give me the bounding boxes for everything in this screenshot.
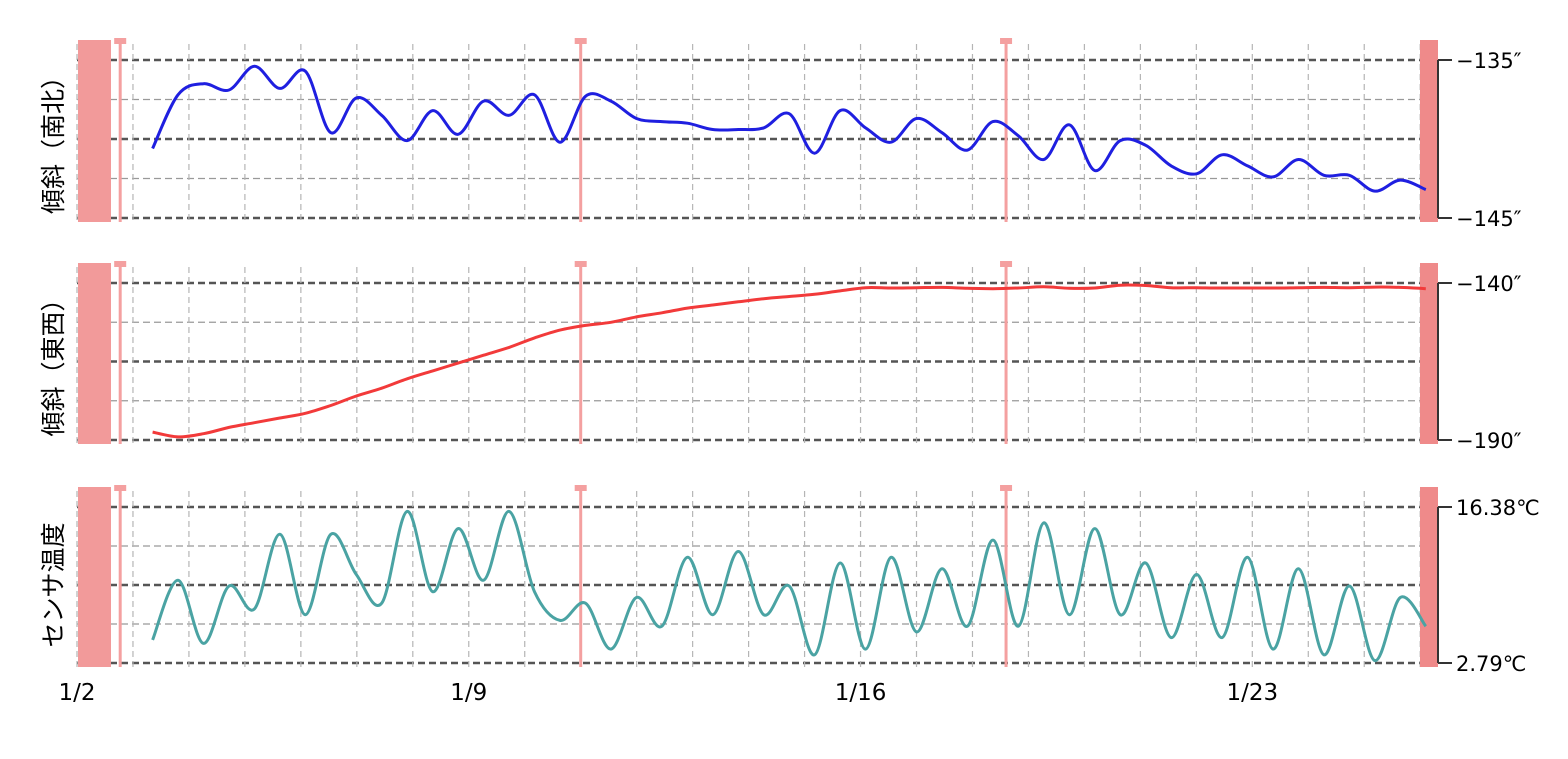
- series-line-panel-3: [151, 509, 1428, 663]
- no-data-region-start: [78, 40, 111, 222]
- axis-panel-2: −140″ −190″ 傾斜（東西）: [39, 272, 1522, 453]
- no-data-region-start: [78, 487, 111, 667]
- gap-markers-panel-2: [78, 261, 1438, 444]
- y-axis-label: 傾斜（東西）: [39, 286, 68, 436]
- series-line-panel-1: [151, 64, 1427, 193]
- no-data-region-end: [1420, 263, 1438, 444]
- gap-markers-panel-1: [78, 38, 1438, 222]
- axis-layer: −135″ −145″ 傾斜（南北） −140″ −190″ 傾斜（東西） 16.38℃ 2.…: [39, 49, 1540, 706]
- y-axis-label: 傾斜（南北）: [39, 64, 68, 214]
- no-data-region-end: [1420, 40, 1438, 222]
- gap-marker-cap: [1000, 38, 1013, 44]
- axis-panel-1: −135″ −145″ 傾斜（南北）: [39, 49, 1522, 231]
- x-tick-label: 1/2: [58, 680, 95, 706]
- panel-2: [76, 267, 1437, 446]
- gap-marker-cap: [1000, 261, 1013, 267]
- no-data-region-end: [1420, 487, 1438, 667]
- x-tick-label: 1/23: [1226, 680, 1278, 706]
- series-layer: [151, 64, 1428, 663]
- y-tick-label: −145″: [1456, 207, 1522, 231]
- gap-marker-cap: [1000, 485, 1013, 491]
- gap-marker-cap: [114, 261, 127, 267]
- gap-marker-cap: [114, 485, 127, 491]
- series-line-panel-2: [152, 283, 1426, 439]
- gap-marker-cap: [574, 38, 587, 44]
- gap-marker-layer: [78, 38, 1438, 667]
- x-tick-label: 1/9: [450, 680, 487, 706]
- y-axis-label: センサ温度: [39, 522, 68, 647]
- panel-3: [76, 491, 1437, 669]
- x-axis: 1/2 1/9 1/16 1/23: [58, 680, 1278, 706]
- gap-marker-cap: [114, 38, 127, 44]
- y-tick-label: −190″: [1456, 429, 1522, 453]
- x-tick-label: 1/16: [835, 680, 887, 706]
- y-tick-label: 16.38℃: [1456, 496, 1540, 520]
- axis-panel-3: 16.38℃ 2.79℃ センサ温度: [39, 496, 1540, 676]
- grid-layer: [76, 44, 1437, 669]
- gap-marker-cap: [574, 485, 587, 491]
- no-data-region-start: [78, 263, 111, 444]
- y-tick-label: −135″: [1456, 49, 1522, 73]
- panel-1: [76, 44, 1437, 224]
- y-tick-label: −140″: [1456, 272, 1522, 296]
- y-tick-label: 2.79℃: [1456, 652, 1526, 676]
- gap-markers-panel-3: [78, 485, 1438, 667]
- gap-marker-cap: [574, 261, 587, 267]
